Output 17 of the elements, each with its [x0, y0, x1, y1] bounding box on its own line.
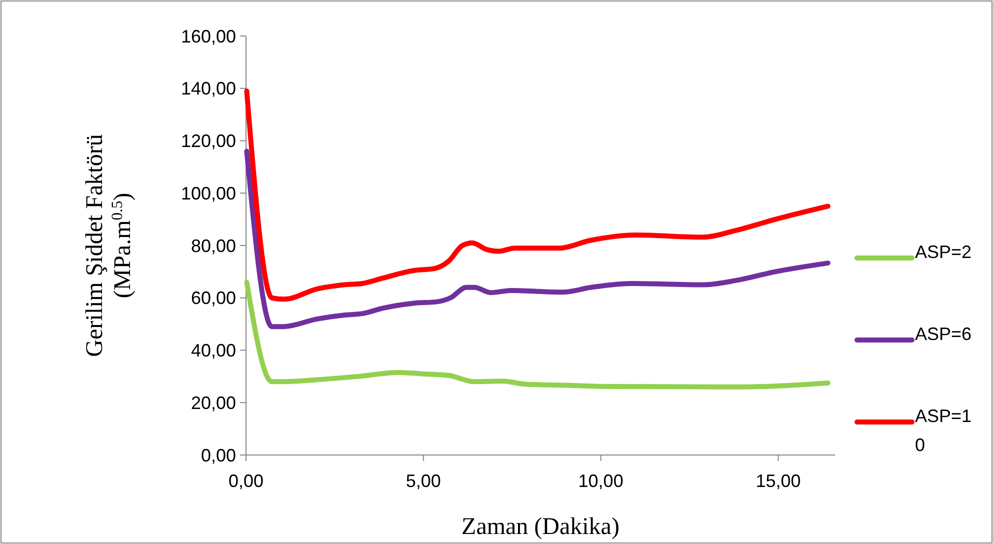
x-tick-label: 0,00: [228, 471, 264, 491]
y-tick-label: 100,00: [180, 183, 236, 204]
y-tick-label: 40,00: [190, 340, 236, 361]
y-tick-label: 20,00: [190, 392, 236, 413]
legend-label: ASP=10: [915, 406, 972, 455]
y-tick-label: 120,00: [180, 131, 236, 152]
y-tick-label: 140,00: [180, 78, 236, 99]
legend-label: ASP=6: [915, 324, 972, 344]
y-tick-label: 80,00: [190, 236, 236, 256]
y-tick-label: 160,00: [180, 26, 236, 46]
x-axis-title: Zaman (Dakika): [462, 514, 620, 540]
y-tick-label: 60,00: [190, 288, 236, 308]
legend-label: ASP=2: [915, 242, 972, 262]
x-tick-label: 10,00: [578, 471, 624, 491]
x-tick-label: 5,00: [406, 471, 441, 491]
y-tick-label: 0,00: [200, 445, 236, 466]
x-tick-label: 15,00: [756, 471, 801, 491]
